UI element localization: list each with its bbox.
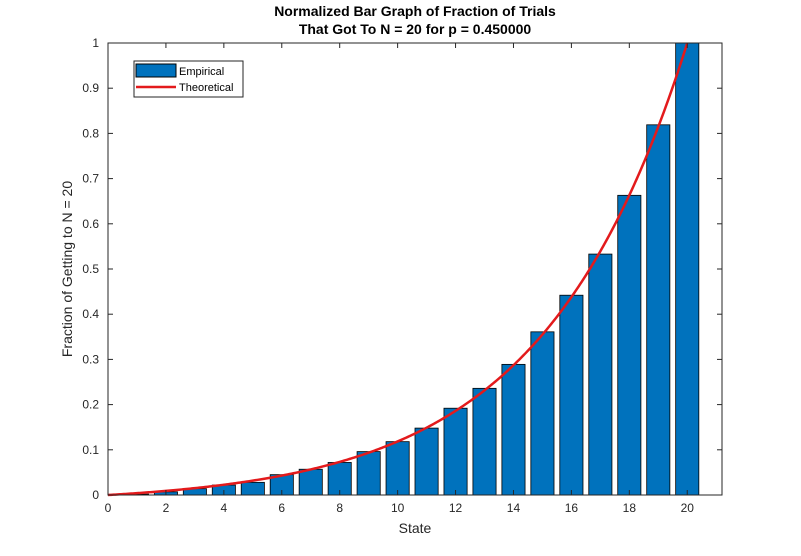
y-tick-label-0.7: 0.7	[82, 172, 99, 186]
x-tick-label-10: 10	[391, 501, 405, 515]
plot-area: 0 2 4 6 8 10 12 14 16 18 20 0 0.1 0.2 0.3 0.4 0.5 0.6 0.7 0…	[82, 36, 723, 515]
bar-state-7	[298, 468, 323, 496]
y-tick-label-1: 1	[92, 36, 99, 50]
x-tick-label-14: 14	[507, 501, 521, 515]
x-tick-label-8: 8	[336, 501, 343, 515]
bar-state-14	[501, 363, 526, 496]
bar-state-19	[646, 124, 671, 496]
bar-state-9	[356, 451, 381, 496]
y-tick-label-0.6: 0.6	[82, 217, 99, 231]
x-tick-label-20: 20	[681, 501, 695, 515]
x-tick-label-16: 16	[565, 501, 579, 515]
bar-state-15	[530, 331, 555, 496]
theoretical-curve	[107, 42, 689, 497]
x-tick-label-12: 12	[449, 501, 463, 515]
bar-state-18	[617, 194, 642, 496]
legend: Empirical Theoretical	[133, 60, 244, 98]
y-tick-label-0: 0	[92, 488, 99, 502]
chart-title-line-2: That Got To N = 20 for p = 0.450000	[299, 21, 532, 37]
y-tick-label-0.9: 0.9	[82, 81, 99, 95]
bar-state-5	[240, 481, 265, 496]
legend-empirical-swatch	[135, 63, 177, 78]
bar-state-20	[675, 42, 700, 496]
x-tick-label-0: 0	[105, 501, 112, 515]
y-tick-label-0.1: 0.1	[82, 443, 99, 457]
x-tick-label-4: 4	[221, 501, 228, 515]
y-tick-label-0.4: 0.4	[82, 307, 99, 321]
bar-state-10	[385, 441, 410, 496]
bar-state-12	[443, 407, 468, 496]
legend-empirical-label: Empirical	[179, 66, 224, 78]
y-tick-label-0.3: 0.3	[82, 352, 99, 366]
bar-state-11	[414, 427, 439, 496]
y-tick-label-0.5: 0.5	[82, 262, 99, 276]
bar-state-16	[559, 294, 584, 496]
x-tick-label-6: 6	[278, 501, 285, 515]
x-axis-label: State	[399, 520, 432, 536]
x-tick-label-18: 18	[623, 501, 637, 515]
chart-title-line-1: Normalized Bar Graph of Fraction of Tria…	[274, 3, 556, 19]
x-tick-label-2: 2	[163, 501, 170, 515]
legend-theoretical-label: Theoretical	[179, 82, 233, 94]
bar-state-13	[472, 387, 497, 496]
bar-state-17	[588, 253, 613, 496]
y-axis-label: Fraction of Getting to N = 20	[59, 181, 75, 357]
y-tick-label-0.2: 0.2	[82, 398, 99, 412]
y-tick-label-0.8: 0.8	[82, 126, 99, 140]
